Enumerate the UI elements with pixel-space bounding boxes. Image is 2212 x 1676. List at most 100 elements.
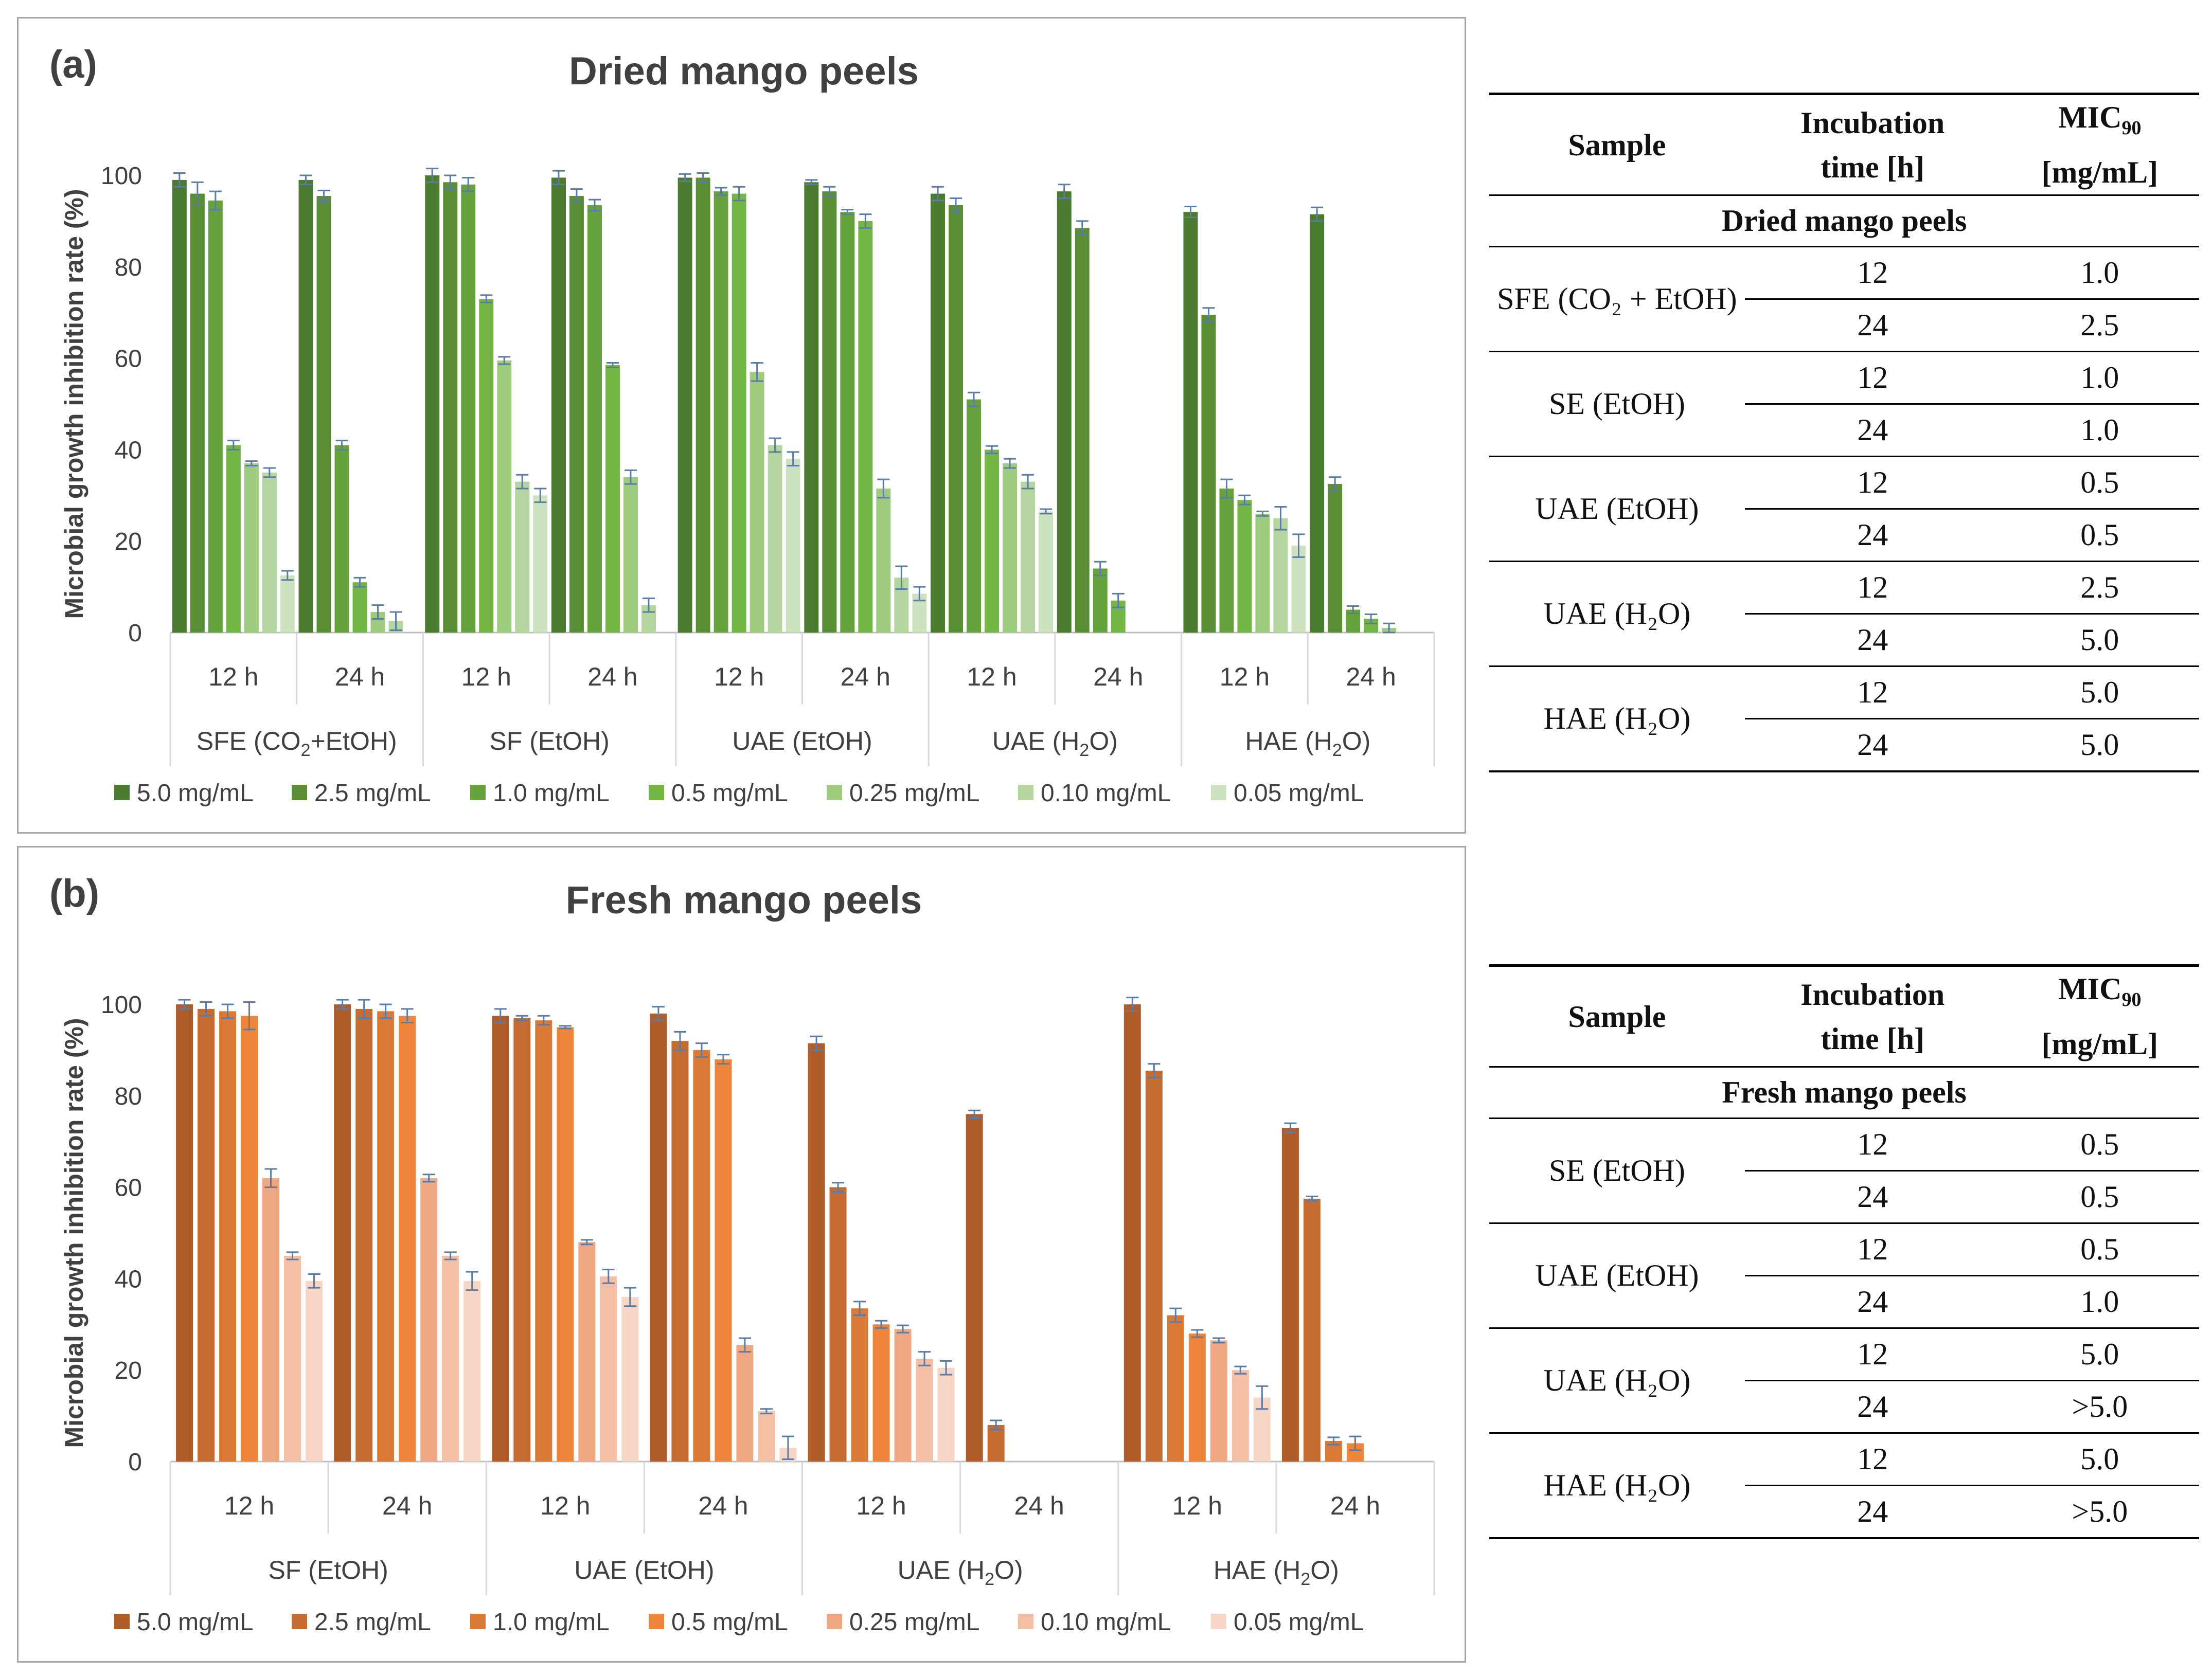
table-mic-cell: 1.0 — [2000, 404, 2199, 457]
legend-swatch — [827, 785, 842, 800]
legend-label: 0.25 mg/mL — [849, 780, 979, 807]
bar — [967, 399, 982, 633]
chart-panel-dried: (a) Dried mango peels Microbial growth inh… — [17, 17, 1466, 834]
table-row: 24 5.0 — [1489, 614, 2199, 667]
legend-label: 2.5 mg/mL — [314, 780, 431, 807]
subgroup-label: 12 h — [224, 1491, 274, 1520]
header-incubation: Incubation time [h] — [1744, 965, 2001, 1068]
chart-title: Fresh mango peels — [566, 878, 922, 922]
bar — [244, 463, 259, 633]
group-label-text: UAE (H — [992, 727, 1079, 755]
table-sample-cell: SE (EtOH) — [1489, 1118, 1745, 1224]
table-row: HAE (H₂O) 12 5.0 — [1489, 666, 2199, 772]
bar — [1303, 1198, 1321, 1462]
group-label-end: O) — [1310, 1556, 1339, 1584]
bar — [987, 1425, 1005, 1462]
group-label-end: O) — [1089, 727, 1118, 755]
group-label-text: SF (EtOH) — [268, 1556, 388, 1584]
bar — [1039, 511, 1054, 633]
table-time-cell: 24 — [1744, 299, 2001, 352]
bar — [262, 472, 277, 633]
table-time-cell: 12 — [1744, 1118, 2001, 1172]
bar — [937, 1367, 955, 1462]
bar — [334, 445, 349, 633]
bar — [316, 196, 331, 633]
subgroup-label: 24 h — [841, 662, 890, 691]
group-label: UAE (H2O) — [992, 727, 1118, 760]
y-tick-label: 80 — [115, 254, 142, 281]
table-time-cell: 12 — [1744, 456, 2001, 510]
bar — [587, 205, 602, 633]
header-sample: Sample — [1489, 965, 1745, 1068]
table-sample-cell: HAE (H₂O) — [1489, 1433, 1745, 1539]
bar — [1167, 1315, 1184, 1462]
y-tick-label: 60 — [115, 1175, 142, 1202]
table-row: 24 >5.0 — [1489, 1380, 2199, 1434]
bar — [1219, 488, 1234, 633]
bar — [851, 1308, 868, 1462]
table-row: 24 >5.0 — [1489, 1485, 2199, 1539]
legend-swatch — [827, 1614, 842, 1629]
subgroup-label: 24 h — [1330, 1491, 1380, 1520]
table-row: UAE (EtOH) 12 0.5 — [1489, 456, 2199, 562]
legend-label: 0.05 mg/mL — [1234, 780, 1364, 807]
group-label: UAE (H2O) — [898, 1556, 1023, 1589]
bar — [736, 1345, 754, 1462]
group-label-sub: 2 — [1300, 1570, 1310, 1589]
subgroup-label: 24 h — [587, 662, 637, 691]
y-tick-label: 0 — [128, 1449, 142, 1476]
bar — [172, 179, 187, 633]
group-label-end: O) — [1342, 727, 1371, 755]
bar — [578, 1242, 596, 1462]
table-row: 24 1.0 — [1489, 1275, 2199, 1329]
table-sample-cell: UAE (EtOH) — [1489, 456, 1745, 562]
bar — [492, 1016, 509, 1462]
bar — [671, 1041, 689, 1462]
legend-swatch — [470, 1614, 486, 1629]
bar — [1183, 212, 1198, 633]
bar — [479, 299, 494, 633]
y-tick-label: 60 — [115, 346, 142, 373]
table-mic-cell: 5.0 — [2000, 1328, 2199, 1381]
bar — [808, 1043, 825, 1462]
group-label: UAE (EtOH) — [732, 727, 872, 755]
legend-swatch — [649, 1614, 664, 1629]
bar — [306, 1281, 323, 1462]
bar — [768, 445, 782, 633]
bar — [515, 481, 530, 633]
bar — [1281, 1128, 1299, 1462]
bar — [443, 182, 458, 633]
chart-panel-fresh: (b) Fresh mango peels Microbial growth inh… — [17, 846, 1466, 1663]
table-time-cell: 24 — [1744, 1170, 2001, 1224]
bar — [399, 1016, 416, 1462]
bar — [1145, 1070, 1163, 1462]
bar — [176, 1004, 193, 1462]
group-label-sub: 2 — [1079, 741, 1089, 760]
bar — [966, 1114, 983, 1462]
group-label: UAE (EtOH) — [574, 1556, 714, 1584]
y-tick-label: 80 — [115, 1083, 142, 1110]
table-row: 24 0.5 — [1489, 1170, 2199, 1224]
bar — [695, 177, 710, 633]
table-mic-cell: >5.0 — [2000, 1380, 2199, 1434]
table-mic-cell: 5.0 — [2000, 666, 2199, 719]
table-mic-cell: 1.0 — [2000, 1275, 2199, 1329]
bar — [621, 1296, 639, 1462]
bar — [931, 193, 946, 633]
table-time-cell: 12 — [1744, 1433, 2001, 1486]
bar — [1201, 315, 1216, 633]
y-tick-label: 40 — [115, 437, 142, 464]
group-label-text: UAE (H — [898, 1556, 985, 1584]
bar — [1188, 1333, 1206, 1462]
table-time-cell: 24 — [1744, 718, 2001, 772]
bar — [750, 372, 764, 633]
legend-label: 0.10 mg/mL — [1041, 780, 1171, 807]
subgroup-label: 24 h — [382, 1491, 432, 1520]
bar — [190, 193, 205, 633]
header-sample: Sample — [1489, 94, 1745, 196]
bar — [623, 477, 638, 633]
legend-label: 5.0 mg/mL — [137, 780, 254, 807]
bar — [241, 1016, 258, 1462]
bar — [1310, 214, 1325, 633]
table-mic-cell: 0.5 — [2000, 456, 2199, 510]
